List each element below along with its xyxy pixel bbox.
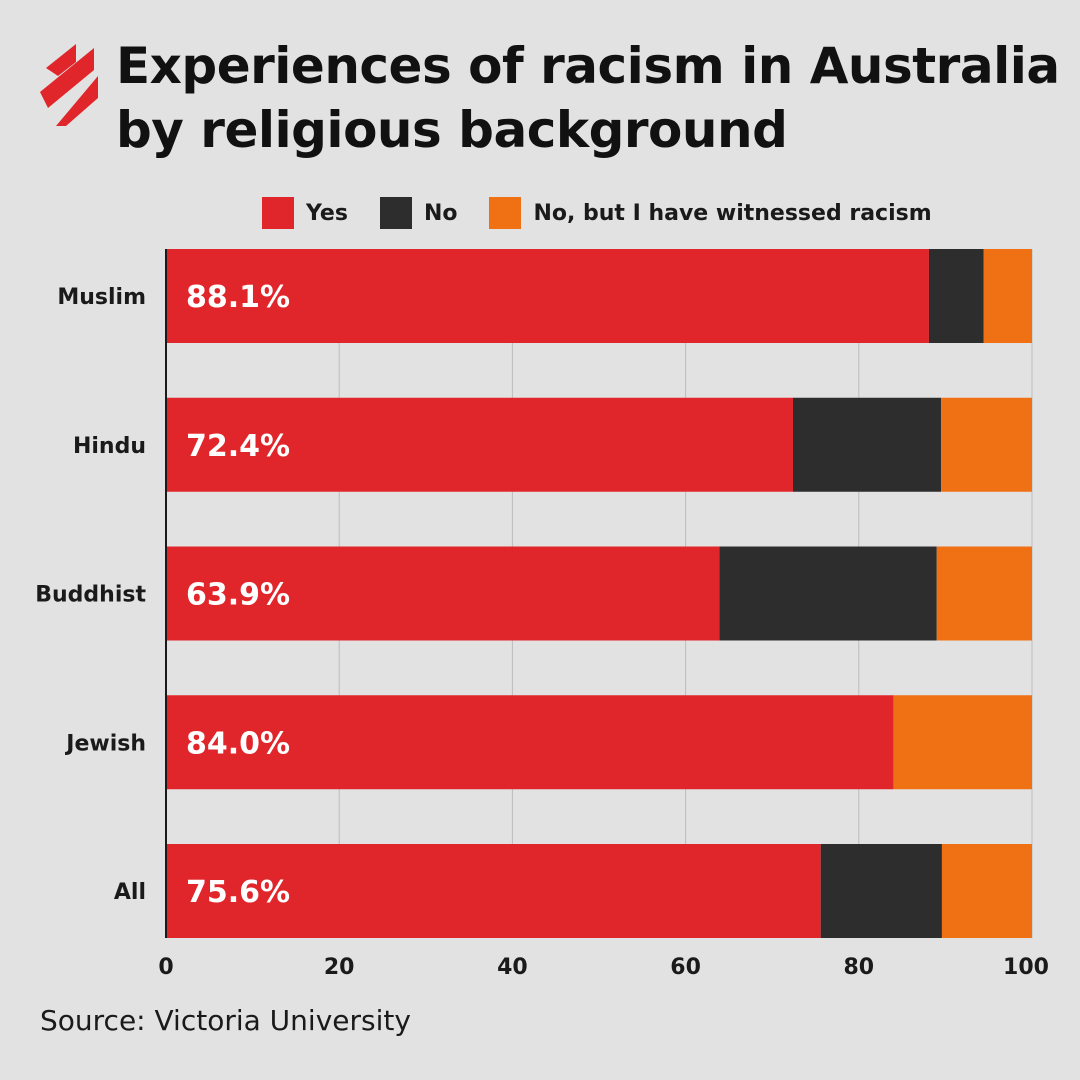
stacked-bar-chart: 88.1% Muslim 72.4% Hindu 63.9% Buddhist 84.0% J…	[35, 249, 1049, 980]
legend-swatch-yes	[262, 197, 294, 229]
chart-legend: Yes No No, but I have witnessed racism	[262, 196, 932, 230]
x-tick-label-20: 20	[324, 955, 355, 980]
data-label-buddhist: 63.9%	[186, 578, 290, 613]
legend-swatch-witnessed	[489, 197, 522, 229]
chart-title-line-2: by religious background	[116, 101, 788, 159]
category-label-muslim: Muslim	[57, 285, 146, 310]
x-tick-label-100: 100	[1003, 955, 1049, 980]
legend-item-yes: Yes	[262, 197, 348, 229]
bar-hindu-no	[792, 397, 942, 492]
data-label-all: 75.6%	[186, 875, 290, 910]
bar-all-witnessed	[941, 844, 1032, 938]
bar-hindu-yes	[166, 397, 793, 492]
category-label-hindu: Hindu	[73, 434, 146, 459]
bar-all-yes	[166, 844, 821, 938]
bar-buddhist-yes	[166, 546, 720, 641]
legend-label-witnessed: No, but I have witnessed racism	[533, 200, 932, 226]
legend-swatch-no	[379, 197, 412, 229]
legend-item-witnessed: No, but I have witnessed racism	[489, 197, 932, 229]
legend-label-yes: Yes	[306, 200, 348, 226]
x-tick-label-0: 0	[158, 955, 173, 980]
source-note: Source: Victoria University	[40, 1004, 411, 1037]
bar-all-no	[820, 844, 942, 938]
legend-label-no: No	[423, 200, 458, 226]
category-label-buddhist: Buddhist	[35, 583, 146, 608]
category-label-all: All	[114, 880, 146, 905]
legend-item-no: No	[379, 197, 458, 229]
data-label-muslim: 88.1%	[186, 280, 290, 315]
bar-jewish-yes	[166, 695, 894, 790]
bar-buddhist-no	[719, 546, 937, 641]
bar-jewish-witnessed	[893, 695, 1032, 790]
x-tick-label-60: 60	[670, 955, 701, 980]
chart-title-line-1: Experiences of racism in Australia	[116, 37, 1060, 95]
chart-title: Experiences of racism in Australia by re…	[116, 34, 1060, 162]
sbs-logo-icon	[40, 44, 98, 126]
data-label-jewish: 84.0%	[186, 726, 290, 761]
bar-hindu-witnessed	[941, 397, 1032, 492]
x-tick-label-80: 80	[843, 955, 874, 980]
bar-muslim-witnessed	[983, 249, 1032, 343]
data-label-hindu: 72.4%	[186, 429, 290, 464]
x-tick-label-40: 40	[497, 955, 528, 980]
bar-buddhist-witnessed	[936, 546, 1032, 641]
category-label-jewish: Jewish	[64, 731, 146, 756]
bar-muslim-yes	[166, 249, 929, 343]
bar-muslim-no	[928, 249, 984, 343]
